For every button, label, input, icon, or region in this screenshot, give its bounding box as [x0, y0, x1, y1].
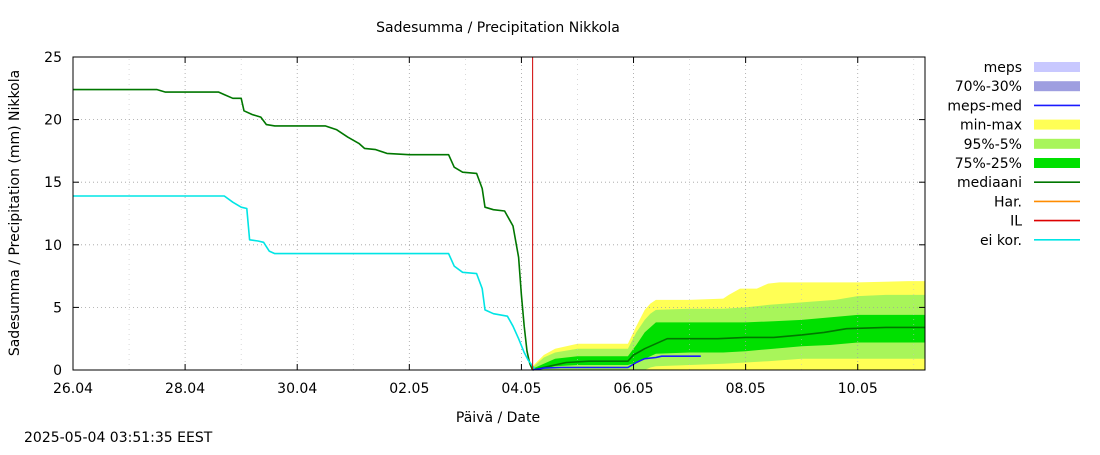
series-line-meps-med: [532, 355, 701, 371]
legend: meps 70%-30% meps-med min-max 95%-5% 75%-25% m…: [947, 60, 1080, 249]
legend-label: Har.: [994, 194, 1022, 210]
legend-swatch: [1034, 119, 1080, 130]
legend-label: IL: [1010, 214, 1022, 230]
x-tick-label: 26.04: [53, 381, 93, 397]
y-tick-label: 20: [44, 113, 62, 129]
legend-label: meps: [984, 60, 1022, 76]
y-tick-label: 0: [53, 363, 62, 379]
series-line-mediaani: [73, 88, 534, 371]
series-line-ei-kor-: [73, 195, 537, 371]
legend-label: 70%-30%: [955, 79, 1022, 95]
x-tick-label: 04.05: [501, 381, 541, 397]
x-tick-label: 10.05: [838, 381, 878, 397]
ticks-layer: 26.04 28.04 30.04 02.05 04.05 06.05 08.05 10.05…: [44, 50, 925, 397]
y-tick-label: 25: [44, 50, 62, 66]
legend-swatch: [1034, 81, 1080, 92]
y-axis-label: Sadesumma / Precipitation (mm) Nikkola: [7, 70, 23, 356]
legend-swatch: [1034, 138, 1080, 149]
x-tick-label: 30.04: [277, 381, 317, 397]
legend-label: 95%-5%: [964, 137, 1022, 153]
plot-frame: [72, 56, 926, 371]
y-tick-label: 15: [44, 175, 62, 191]
x-tick-label: 06.05: [613, 381, 653, 397]
series-line-mediaani: [532, 326, 925, 371]
grid-layer: [73, 57, 925, 370]
legend-label: 75%-25%: [955, 156, 1022, 172]
x-tick-label: 02.05: [389, 381, 429, 397]
y-tick-label: 5: [53, 300, 62, 316]
x-tick-label: 08.05: [726, 381, 766, 397]
bands-layer: [532, 281, 925, 370]
x-axis-label: Päivä / Date: [456, 410, 540, 426]
series-layer: [73, 88, 925, 371]
legend-swatch: [1034, 62, 1080, 72]
legend-label: mediaani: [957, 175, 1022, 191]
timestamp: 2025-05-04 03:51:35 EEST: [24, 430, 213, 446]
legend-label: ei kor.: [980, 233, 1022, 249]
y-tick-label: 10: [44, 238, 62, 254]
band-75-25-: [532, 314, 925, 370]
x-tick-label: 28.04: [165, 381, 205, 397]
legend-label: meps-med: [947, 98, 1022, 114]
legend-label: min-max: [960, 118, 1022, 134]
legend-swatch: [1034, 158, 1080, 168]
chart-title: Sadesumma / Precipitation Nikkola: [376, 20, 620, 36]
